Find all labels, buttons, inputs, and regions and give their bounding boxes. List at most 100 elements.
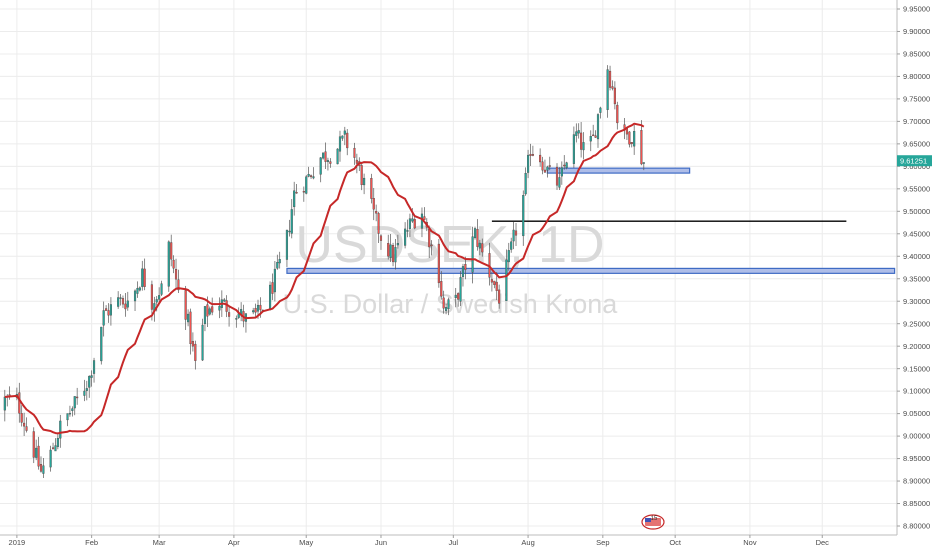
candle-body	[543, 169, 547, 173]
candle-body	[457, 293, 460, 300]
candle-body	[208, 308, 211, 315]
candle-body	[445, 307, 448, 311]
candle-body	[423, 216, 426, 220]
candle-body	[273, 268, 276, 293]
candle-body	[459, 277, 462, 302]
candle-body	[527, 154, 530, 173]
candle-body	[379, 235, 383, 241]
watermark-symbol: USDSEK, 1D	[295, 216, 604, 274]
candle-body	[565, 162, 568, 168]
candle-body	[375, 211, 378, 214]
candle-body	[184, 290, 187, 320]
candle-body	[42, 465, 45, 474]
candle-body	[49, 449, 52, 468]
candle-body	[191, 340, 194, 347]
candle-body	[616, 104, 619, 124]
moving-average-line	[4, 122, 645, 435]
candle-body	[117, 297, 120, 307]
candle-body	[428, 229, 431, 248]
candle-body	[105, 308, 108, 311]
event-badge[interactable]: 15	[641, 514, 665, 530]
candle-body	[20, 413, 23, 423]
candle-body	[141, 268, 144, 287]
candle-body	[592, 134, 595, 137]
candle-body	[524, 173, 527, 195]
candle-body	[252, 310, 255, 313]
candle-body	[454, 294, 457, 299]
support-resistance-zone[interactable]	[286, 267, 896, 274]
candle-body	[476, 229, 479, 247]
candle-body	[319, 157, 322, 175]
candle-body	[473, 228, 477, 239]
candle-body	[119, 297, 122, 299]
candle-body	[177, 279, 180, 291]
candle-body	[493, 280, 496, 285]
candle-body	[608, 70, 612, 88]
y-tick-label: 8.95000	[903, 454, 930, 463]
y-tick-label: 9.55000	[903, 184, 930, 193]
y-tick-label: 9.15000	[903, 364, 930, 373]
x-tick-label: Aug	[521, 538, 534, 547]
candle-body	[341, 135, 344, 139]
candle-body	[447, 299, 450, 310]
candle-body	[575, 131, 578, 136]
candle-body	[295, 192, 298, 194]
candle-body	[276, 262, 279, 269]
candle-body	[305, 176, 308, 194]
y-tick-label: 9.45000	[903, 229, 930, 238]
last-price-label: 9.61251	[897, 155, 932, 167]
candle-body	[370, 178, 373, 199]
candle-body	[505, 259, 508, 302]
x-tick-label: Sep	[596, 538, 609, 547]
candle-body	[355, 159, 358, 164]
candle-body	[126, 300, 129, 308]
watermark: USDSEK, 1D U.S. Dollar / Swedish Krona	[283, 216, 619, 319]
x-tick-labels: 2019 Feb Mar Apr May Jun Jul Aug Sep Oct Nov Dec	[9, 535, 829, 547]
candle-body	[606, 69, 609, 110]
candle-body	[54, 445, 57, 452]
y-tick-label: 9.65000	[903, 139, 930, 148]
y-tick-label: 8.85000	[903, 499, 930, 508]
candle-body	[633, 131, 636, 147]
time-axis-background[interactable]	[0, 535, 897, 550]
candle-body	[102, 310, 105, 326]
y-tick-label: 9.90000	[903, 27, 930, 36]
candle-body	[172, 259, 175, 269]
candle-body	[522, 195, 525, 237]
moving-average	[4, 122, 645, 435]
candles	[3, 65, 645, 479]
candle-body	[471, 236, 474, 273]
candle-body	[360, 165, 363, 186]
y-tick-label: 9.25000	[903, 319, 930, 328]
candle-body	[256, 304, 260, 312]
x-tick-label: Feb	[85, 538, 98, 547]
candle-body	[372, 198, 375, 210]
y-tick-label: 9.00000	[903, 432, 930, 441]
candle-body	[611, 86, 614, 89]
candle-body	[577, 130, 580, 134]
candle-body	[430, 244, 433, 247]
candle-body	[293, 190, 296, 208]
candle-body	[189, 311, 192, 345]
candle-body	[478, 242, 481, 249]
candle-body	[76, 396, 79, 399]
candle-body	[25, 426, 28, 431]
candle-body	[558, 177, 561, 188]
price-axis-background[interactable]	[897, 0, 932, 550]
candle-body	[35, 447, 38, 458]
candle-body	[312, 176, 315, 179]
candle-body	[271, 282, 274, 294]
candle-body	[203, 306, 207, 324]
candle-body	[59, 420, 62, 439]
y-tick-label: 9.50000	[903, 207, 930, 216]
candle-body	[548, 165, 551, 167]
last-price-background	[897, 155, 932, 167]
support-resistance-zone[interactable]	[546, 167, 691, 174]
candle-body	[437, 243, 440, 284]
candle-body	[413, 219, 416, 229]
candle-body	[138, 287, 141, 291]
candle-body	[387, 243, 390, 257]
y-tick-label: 9.85000	[903, 50, 930, 59]
candle-body	[121, 298, 125, 305]
